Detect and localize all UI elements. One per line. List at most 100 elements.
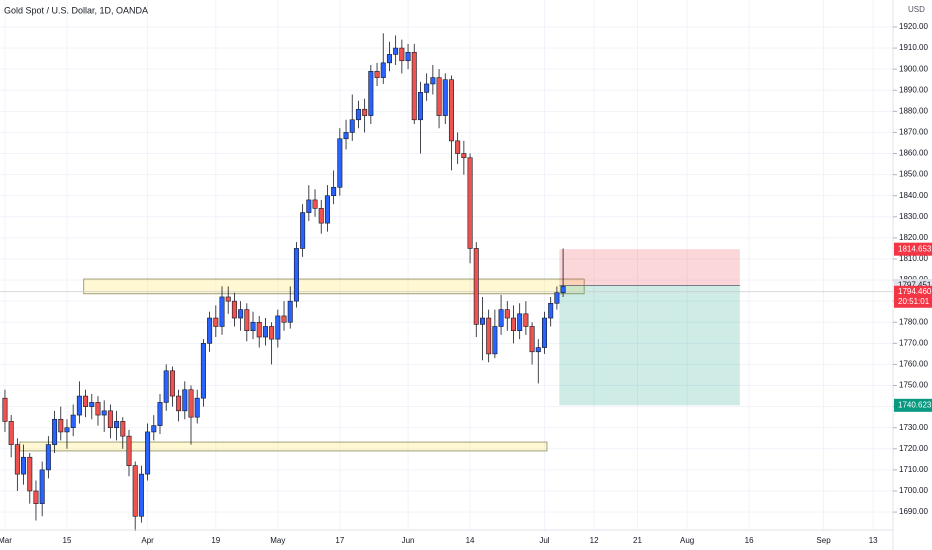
candle-body <box>331 186 337 197</box>
chart-title: Gold Spot / U.S. Dollar, 1D, OANDA <box>4 5 148 15</box>
candle-body <box>83 395 89 407</box>
candle-body <box>535 347 541 353</box>
candle-body <box>132 465 138 517</box>
stop-zone <box>559 249 740 286</box>
candle-body <box>560 286 566 294</box>
candle-body <box>548 302 554 319</box>
candle-body <box>541 317 547 348</box>
candle-body <box>256 321 262 338</box>
candle-body <box>219 296 225 327</box>
candle-body <box>492 326 498 355</box>
candle-body <box>467 157 473 249</box>
candle-body <box>324 195 330 224</box>
candle-body <box>64 427 70 433</box>
last-price-bg <box>894 285 932 308</box>
x-tick-label: 13 <box>869 536 878 545</box>
y-tick-label: 1760.00 <box>899 360 928 369</box>
stop-label: 1814.653 <box>898 244 932 253</box>
candle-body <box>306 199 312 213</box>
y-tick-label: 1890.00 <box>899 85 928 94</box>
target-label: 1740.623 <box>898 400 932 409</box>
candle-body <box>138 473 144 517</box>
candle-body <box>194 397 200 418</box>
candle-body <box>52 418 58 445</box>
x-tick-label: Apr <box>141 536 154 545</box>
x-tick-label: 17 <box>335 536 344 545</box>
countdown: 20:51:01 <box>898 297 930 306</box>
candle-body <box>14 444 20 475</box>
x-tick-label: Mar <box>0 536 12 545</box>
candle-body <box>510 317 516 331</box>
y-tick-label: 1900.00 <box>899 64 928 73</box>
candle-body <box>417 92 423 121</box>
last-price-label: 1794.460 <box>898 287 932 296</box>
target-label-bg <box>894 398 932 412</box>
candle-body <box>318 208 324 224</box>
candle-body <box>374 70 380 78</box>
x-tick-label: 21 <box>633 536 642 545</box>
x-tick-label: Jun <box>402 536 415 545</box>
candle-body <box>529 326 535 353</box>
y-tick-label: 1870.00 <box>899 128 928 137</box>
y-tick-label: 1910.00 <box>899 43 928 52</box>
candle-body <box>312 199 318 209</box>
y-tick-label: 1920.00 <box>899 22 928 31</box>
candle-body <box>393 47 399 55</box>
x-tick-label: Aug <box>680 536 694 545</box>
candle-body <box>368 70 374 116</box>
candle-body <box>21 456 27 475</box>
candle-body <box>231 300 237 319</box>
candle-body <box>250 321 256 331</box>
y-tick-label: 1710.00 <box>899 465 928 474</box>
candle-body <box>207 317 213 344</box>
candle-body <box>399 47 405 62</box>
candle-body <box>473 248 479 325</box>
y-tick-label: 1720.00 <box>899 444 928 453</box>
candle-body <box>349 119 355 133</box>
x-tick-label: 19 <box>211 536 220 545</box>
candle-body <box>269 326 275 340</box>
candle-body <box>238 309 244 319</box>
y-tick-label: 1780.00 <box>899 317 928 326</box>
candle-body <box>182 389 188 412</box>
zone <box>83 278 585 295</box>
y-tick-label: 1840.00 <box>899 191 928 200</box>
candle-body <box>151 425 157 433</box>
candle-body <box>39 469 45 504</box>
candle-body <box>442 79 448 116</box>
candle-body <box>343 132 349 140</box>
candle-body <box>436 77 442 116</box>
y-tick-label: 1880.00 <box>899 106 928 115</box>
candle-body <box>200 343 206 399</box>
x-tick-label: 15 <box>63 536 72 545</box>
candle-body <box>300 212 306 249</box>
y-tick-label: 1690.00 <box>899 507 928 516</box>
x-tick-label: 16 <box>745 536 754 545</box>
candle-body <box>188 389 194 418</box>
candle-body <box>2 397 8 422</box>
y-tick-label: 1830.00 <box>899 212 928 221</box>
y-tick-label: 1810.00 <box>899 254 928 263</box>
stop-label-bg <box>894 242 932 256</box>
candle-body <box>244 309 250 331</box>
y-tick-label: 1730.00 <box>899 423 928 432</box>
candle-body <box>163 370 169 403</box>
candle-body <box>455 140 461 154</box>
candle-body <box>120 421 126 437</box>
x-tick-label: Sep <box>816 536 831 545</box>
candle-body <box>486 317 492 355</box>
y-tick-label: 1750.00 <box>899 381 928 390</box>
zone <box>19 441 548 452</box>
x-tick-label: May <box>270 536 285 545</box>
candle-body <box>157 402 163 426</box>
candle-body <box>337 138 343 188</box>
candle-body <box>169 370 175 397</box>
candle-body <box>293 248 299 302</box>
candle-body <box>479 317 485 325</box>
y-tick-label: 1820.00 <box>899 233 928 242</box>
x-tick-label: Jul <box>539 536 549 545</box>
y-tick-label: 1700.00 <box>899 486 928 495</box>
x-tick-label: 12 <box>590 536 599 545</box>
